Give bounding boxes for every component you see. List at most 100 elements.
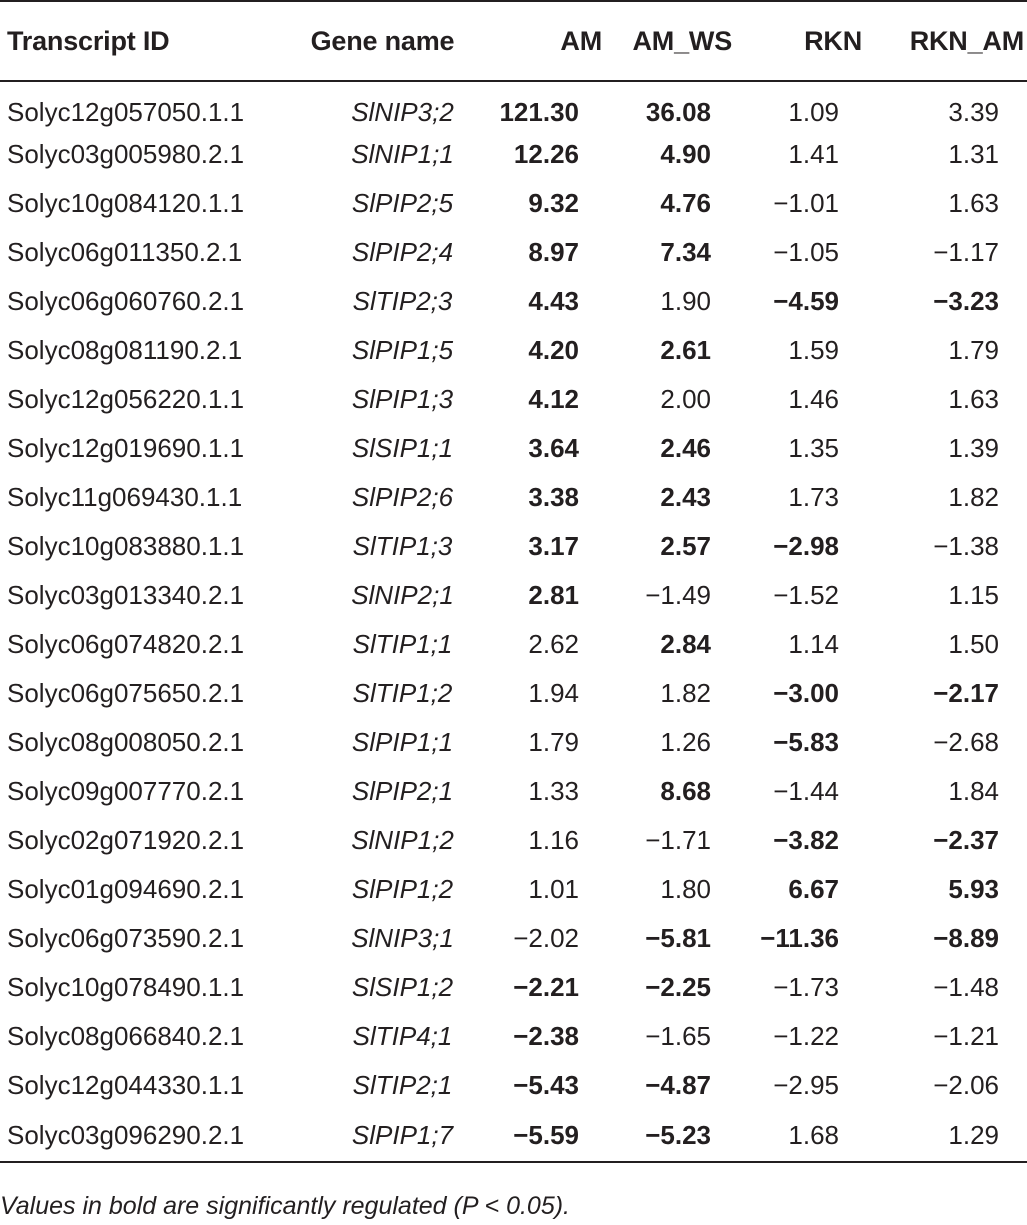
- cell-rkn: 1.35: [788, 433, 839, 463]
- table-row: Solyc10g078490.1.1 SlSIP1;2 −2.21 −2.25 −1.7…: [0, 963, 1027, 1012]
- cell-rkn: −2.95: [773, 1070, 839, 1100]
- table-body: Solyc12g057050.1.1 SlNIP3;2 121.30 36.08 1.0…: [0, 81, 1027, 1162]
- cell-gene-name: SlTIP2;1: [352, 1070, 453, 1100]
- cell-rkn: −4.59: [773, 286, 839, 316]
- cell-gene-name: SlPIP1;2: [351, 874, 454, 904]
- cell-rkn-am: −1.17: [933, 237, 999, 267]
- cell-gene-name: SlTIP1;2: [352, 678, 453, 708]
- header-gene-name: Gene name: [310, 25, 455, 56]
- cell-am: 1.16: [528, 825, 579, 855]
- cell-gene-name: SlPIP2;6: [351, 482, 454, 512]
- cell-rkn-am: −2.37: [933, 825, 999, 855]
- cell-transcript-id: Solyc06g075650.2.1: [7, 678, 245, 708]
- cell-am: 4.20: [528, 335, 579, 365]
- cell-am-ws: 8.68: [660, 776, 711, 806]
- cell-am-ws: −1.71: [645, 825, 711, 855]
- cell-rkn: −1.22: [773, 1021, 839, 1051]
- cell-am-ws: 4.76: [660, 188, 711, 218]
- table-row: Solyc03g096290.2.1 SlPIP1;7 −5.59 −5.23 1.68…: [0, 1110, 1027, 1162]
- cell-rkn: −2.98: [773, 531, 839, 561]
- cell-rkn-am: 1.79: [948, 335, 999, 365]
- cell-rkn: −1.52: [773, 580, 839, 610]
- cell-am: 121.30: [499, 96, 579, 127]
- cell-transcript-id: Solyc12g019690.1.1: [7, 433, 245, 463]
- cell-rkn: −3.82: [773, 825, 839, 855]
- cell-transcript-id: Solyc06g011350.2.1: [7, 237, 243, 267]
- table-row: Solyc01g094690.2.1 SlPIP1;2 1.01 1.80 6.67 5.…: [0, 865, 1027, 914]
- cell-am: 1.79: [528, 727, 579, 757]
- cell-transcript-id: Solyc08g066840.2.1: [7, 1021, 245, 1051]
- cell-rkn: −1.73: [773, 972, 839, 1002]
- table-row: Solyc06g060760.2.1 SlTIP2;3 4.43 1.90 −4.59 −…: [0, 277, 1027, 326]
- cell-rkn-am: −2.17: [933, 678, 999, 708]
- table-row: Solyc06g075650.2.1 SlTIP1;2 1.94 1.82 −3.00 −…: [0, 669, 1027, 718]
- cell-transcript-id: Solyc03g096290.2.1: [7, 1120, 245, 1150]
- cell-am: 3.64: [528, 433, 579, 463]
- cell-rkn-am: 1.84: [948, 776, 999, 806]
- cell-am: −2.02: [513, 923, 579, 953]
- cell-transcript-id: Solyc10g084120.1.1: [7, 188, 245, 218]
- cell-transcript-id: Solyc08g008050.2.1: [7, 727, 245, 757]
- cell-am: 1.01: [528, 874, 579, 904]
- cell-am-ws: −1.49: [645, 580, 711, 610]
- cell-rkn-am: −8.89: [933, 923, 999, 953]
- cell-rkn: −1.44: [773, 776, 839, 806]
- cell-rkn: 1.41: [788, 139, 839, 169]
- header-rkn-am: RKN_AM: [909, 25, 1025, 56]
- cell-rkn: 1.73: [788, 482, 839, 512]
- cell-rkn-am: 1.39: [948, 433, 999, 463]
- cell-am-ws: −2.25: [645, 972, 711, 1002]
- cell-am-ws: 7.34: [660, 237, 711, 267]
- cell-am-ws: 2.43: [660, 482, 711, 512]
- cell-gene-name: SlTIP4;1: [352, 1021, 453, 1051]
- cell-rkn-am: 1.63: [948, 188, 999, 218]
- cell-rkn: −11.36: [760, 923, 839, 953]
- cell-gene-name: SlPIP1;5: [351, 335, 454, 365]
- cell-rkn-am: 1.29: [948, 1120, 999, 1150]
- cell-am-ws: −4.87: [645, 1070, 711, 1100]
- table-row: Solyc12g019690.1.1 SlSIP1;1 3.64 2.46 1.35 1.…: [0, 424, 1027, 473]
- cell-am: 4.12: [528, 384, 579, 414]
- table-row: Solyc03g005980.2.1 SlNIP1;1 12.26 4.90 1.41 1…: [0, 130, 1027, 179]
- cell-transcript-id: Solyc10g083880.1.1: [7, 531, 245, 561]
- cell-am-ws: 2.61: [660, 335, 711, 365]
- cell-gene-name: SlPIP2;4: [351, 237, 454, 267]
- cell-gene-name: SlTIP2;3: [352, 286, 453, 316]
- cell-rkn-am: 1.31: [948, 139, 999, 169]
- cell-rkn-am: 3.39: [948, 96, 999, 127]
- cell-gene-name: SlNIP3;2: [351, 96, 454, 127]
- cell-am: −2.21: [513, 972, 579, 1002]
- cell-am: 4.43: [528, 286, 579, 316]
- cell-transcript-id: Solyc06g060760.2.1: [7, 286, 245, 316]
- cell-rkn-am: 1.63: [948, 384, 999, 414]
- cell-gene-name: SlSIP1;2: [351, 972, 454, 1002]
- cell-gene-name: SlSIP1;1: [351, 433, 454, 463]
- cell-rkn: 1.68: [788, 1120, 839, 1150]
- cell-am: 1.94: [528, 678, 579, 708]
- cell-am-ws: 2.84: [660, 629, 711, 659]
- table-row: Solyc10g084120.1.1 SlPIP2;5 9.32 4.76 −1.01 1…: [0, 179, 1027, 228]
- cell-am-ws: −5.23: [645, 1120, 711, 1150]
- cell-rkn-am: −1.48: [933, 972, 999, 1002]
- expression-table-container: Transcript ID Gene name AM AM_WS RKN RKN…: [0, 1, 1027, 1162]
- table-row: Solyc02g071920.2.1 SlNIP1;2 1.16 −1.71 −3.82…: [0, 816, 1027, 865]
- header-am: AM: [560, 25, 602, 56]
- cell-transcript-id: Solyc08g081190.2.1: [7, 335, 243, 365]
- cell-gene-name: SlNIP1;1: [351, 139, 454, 169]
- cell-gene-name: SlTIP1;1: [352, 629, 453, 659]
- cell-rkn-am: 1.50: [948, 629, 999, 659]
- cell-transcript-id: Solyc11g069430.1.1: [7, 482, 243, 512]
- cell-transcript-id: Solyc06g073590.2.1: [7, 923, 245, 953]
- cell-rkn: 1.59: [788, 335, 839, 365]
- cell-rkn: −1.05: [773, 237, 839, 267]
- cell-transcript-id: Solyc12g056220.1.1: [7, 384, 245, 414]
- cell-am-ws: 4.90: [660, 139, 711, 169]
- cell-rkn: 1.09: [788, 96, 839, 127]
- cell-rkn-am: 5.93: [948, 874, 999, 904]
- cell-rkn: 1.46: [788, 384, 839, 414]
- table-row: Solyc12g044330.1.1 SlTIP2;1 −5.43 −4.87 −2.9…: [0, 1061, 1027, 1110]
- cell-gene-name: SlNIP2;1: [351, 580, 454, 610]
- cell-gene-name: SlPIP1;1: [351, 727, 454, 757]
- expression-table: Transcript ID Gene name AM AM_WS RKN RKN…: [0, 1, 1027, 1162]
- cell-gene-name: SlNIP1;2: [351, 825, 454, 855]
